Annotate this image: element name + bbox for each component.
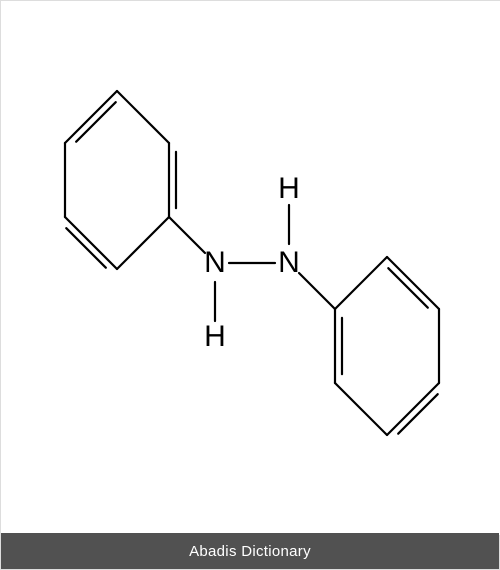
atom-H1: H — [204, 320, 226, 354]
chemical-structure-diagram: N N H H — [1, 1, 500, 535]
caption-text: Abadis Dictionary — [189, 543, 311, 560]
atom-N1: N — [204, 246, 226, 280]
atom-H2: H — [278, 172, 300, 206]
bonds-svg — [1, 1, 500, 535]
caption-bar: Abadis Dictionary — [1, 533, 499, 569]
image-frame: N N H H Abadis Dictionary — [0, 0, 500, 570]
atom-N2: N — [278, 246, 300, 280]
